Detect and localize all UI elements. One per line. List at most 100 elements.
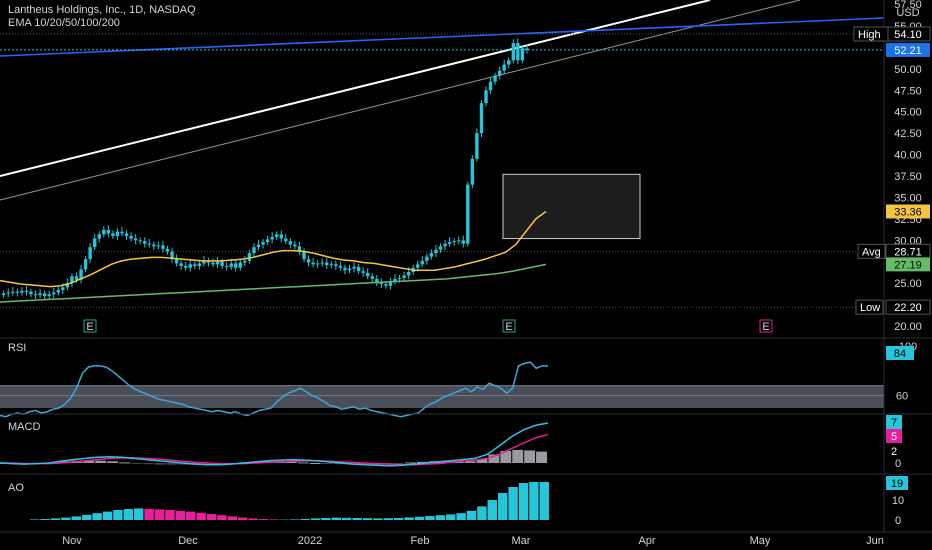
time-tick-label: Jun	[866, 535, 884, 547]
candle	[279, 230, 283, 243]
candle	[133, 233, 138, 245]
price-tag: 54.10 High	[853, 26, 931, 42]
ao-bar	[394, 518, 404, 520]
candle-body	[497, 70, 502, 76]
candle	[156, 241, 161, 250]
rsi-pane[interactable]: RSI	[0, 342, 884, 418]
ao-tick-label: 0	[895, 515, 901, 527]
candle	[525, 44, 529, 54]
candle	[370, 273, 374, 283]
candle-body	[211, 262, 215, 265]
candle	[507, 57, 511, 69]
candle-body	[475, 133, 479, 159]
macd-histogram-bar	[285, 461, 297, 463]
ao-bar	[310, 518, 321, 520]
rsi-tick-label: 60	[896, 391, 908, 403]
candle	[443, 239, 447, 251]
price-tag-box	[886, 257, 930, 272]
ao-bar	[498, 493, 508, 520]
candle	[261, 239, 265, 249]
candle	[11, 287, 15, 296]
candle-body	[56, 290, 60, 293]
macd-histogram-bar	[119, 462, 131, 464]
candle	[88, 243, 92, 263]
candle	[356, 263, 361, 275]
price-tag-box	[886, 42, 930, 57]
macd-pane[interactable]: MACD	[0, 421, 549, 467]
ao-bar	[196, 512, 206, 520]
time-axis[interactable]: Nov Dec 2022 Feb Mar Apr May Jun	[0, 337, 932, 547]
candle	[252, 243, 256, 257]
candle-body	[438, 246, 443, 250]
price-tag-value: 33.36	[894, 206, 922, 218]
candle-body	[202, 260, 206, 264]
candle	[243, 256, 247, 267]
candle	[102, 226, 106, 238]
trend-line-lower	[0, 0, 801, 201]
macd-histogram-bar	[488, 454, 500, 463]
earnings-marker-label: E	[762, 321, 769, 333]
candle-body	[315, 263, 320, 265]
ao-bar	[134, 508, 144, 520]
candle	[393, 274, 397, 285]
macd-value-box	[886, 429, 902, 443]
candle-body	[243, 260, 247, 263]
candle-body	[279, 234, 283, 239]
candle	[129, 232, 133, 242]
macd-signal-line	[0, 433, 549, 466]
ao-bar	[144, 508, 154, 520]
candle-body	[425, 256, 429, 261]
candle-body	[347, 268, 352, 271]
earnings-marker-label: E	[86, 321, 93, 333]
candle	[466, 181, 470, 247]
candle-body	[102, 230, 106, 235]
candle-body	[325, 262, 329, 266]
price-tick-label: 20.00	[894, 321, 922, 333]
candle-body	[156, 245, 161, 247]
ao-bar	[373, 518, 383, 520]
candle-body	[466, 184, 470, 244]
time-tick-label: Apr	[638, 535, 655, 547]
candle	[97, 231, 101, 243]
candle	[338, 261, 343, 271]
price-tick-label: 57.50	[894, 0, 922, 11]
price-tag: 33.36	[886, 204, 930, 219]
candle	[206, 257, 211, 267]
candle	[315, 260, 320, 269]
candle-body	[165, 248, 170, 252]
range-box	[502, 173, 641, 240]
price-tag-value: 27.19	[894, 259, 922, 271]
candle	[47, 290, 51, 299]
ao-value-box	[886, 476, 908, 490]
candle-body	[302, 251, 306, 260]
ao-bar	[404, 517, 414, 520]
ao-bar	[186, 511, 196, 520]
candle	[152, 241, 156, 251]
price-tag-box	[885, 299, 931, 315]
candle-body	[193, 264, 197, 266]
candle-body	[247, 253, 252, 261]
candle-body	[311, 262, 315, 265]
price-axis[interactable]: 20.0022.5025.0027.5030.0032.5035.0037.50…	[853, 0, 931, 532]
ao-bar	[123, 509, 133, 520]
price-tick-label: 25.00	[894, 278, 922, 290]
candle-body	[461, 240, 465, 244]
price-tag-label: High	[858, 29, 881, 41]
rsi-value-box	[886, 346, 914, 360]
candle-body	[184, 266, 188, 268]
candle-body	[352, 266, 356, 269]
candle-body	[74, 276, 79, 280]
candle-body	[366, 272, 370, 277]
price-tick-label: 35.00	[894, 192, 922, 204]
candle	[179, 260, 183, 270]
candle	[33, 290, 38, 299]
candle	[502, 59, 506, 74]
candle	[429, 249, 434, 260]
ao-pane[interactable]: AO	[8, 482, 549, 520]
macd-histogram-bar	[107, 461, 119, 463]
macd-value-box	[886, 444, 902, 458]
ao-bar	[248, 518, 258, 520]
